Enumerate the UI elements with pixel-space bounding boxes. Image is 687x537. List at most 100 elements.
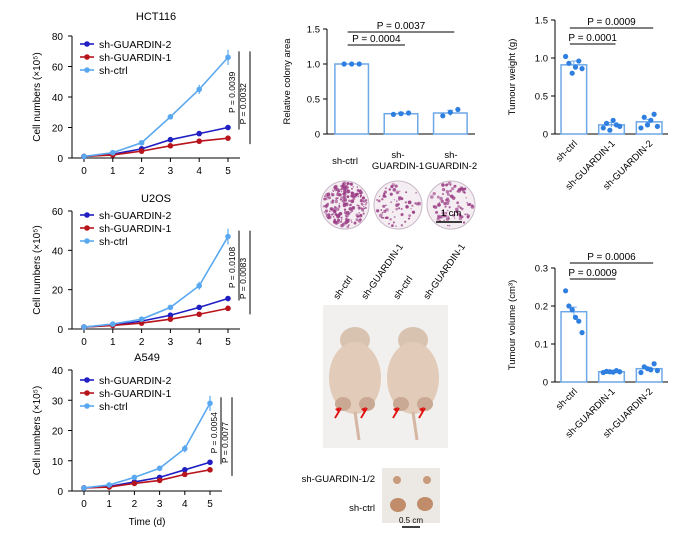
- chart-title: U2OS: [141, 193, 171, 205]
- colony-dot: [334, 199, 339, 204]
- colony-dot: [400, 197, 404, 201]
- colony-dot: [448, 206, 451, 209]
- colony-dot: [350, 199, 355, 204]
- colony-dot: [443, 219, 445, 222]
- line-chart-hct116: 0 20 40 60 80 0 1 2 3 4 5 HCT116 Cell numbers (×10⁵)…: [32, 11, 251, 177]
- colony-dot: [463, 187, 467, 191]
- colony-dot: [352, 185, 355, 188]
- colony-dot: [445, 183, 448, 187]
- colony-dot: [342, 203, 347, 208]
- colony-dot: [361, 196, 366, 200]
- x-tick-label: 4: [196, 166, 202, 177]
- colony-dot: [323, 211, 325, 213]
- colony-dot: [350, 194, 354, 198]
- colony-dot: [400, 224, 404, 227]
- colony-dot: [360, 207, 363, 210]
- data-point: [563, 288, 569, 294]
- y-tick-label: 0: [57, 154, 63, 165]
- colony-dot: [336, 207, 340, 211]
- data-point: [566, 60, 572, 66]
- colony-dot: [342, 184, 345, 187]
- y-tick-label: 20: [52, 124, 64, 135]
- x-tick-label: 2: [132, 499, 138, 510]
- colony-dot: [341, 196, 346, 200]
- colony-dot: [440, 199, 444, 203]
- colony-dot: [338, 211, 343, 216]
- tumour-photo-background: [382, 468, 440, 523]
- colony-dot: [438, 201, 441, 204]
- colony-dot: [363, 206, 365, 208]
- colony-dot: [459, 206, 462, 209]
- colony-dot: [326, 198, 328, 200]
- colony-dot: [443, 201, 447, 206]
- y-tick-label: 0: [543, 130, 548, 141]
- colony-dot: [415, 192, 417, 194]
- colony-dot: [342, 181, 347, 186]
- data-point: [106, 482, 112, 488]
- colony-dot: [405, 191, 408, 194]
- colony-dot: [399, 190, 401, 193]
- y-axis-label: Tumour volume (cm³): [507, 280, 518, 370]
- colony-dot: [378, 213, 383, 218]
- colony-dot: [336, 218, 341, 222]
- colony-dot: [380, 209, 383, 211]
- colony-dot: [392, 188, 397, 192]
- colony-dot: [385, 208, 389, 212]
- x-tick-label: 2: [139, 337, 145, 348]
- legend-marker: [84, 54, 90, 60]
- colony-dot: [340, 219, 343, 221]
- x-tick-label: 1: [106, 499, 112, 510]
- legend-marker: [84, 390, 90, 396]
- data-point: [225, 124, 231, 131]
- data-point: [569, 307, 575, 313]
- y-tick-label: 1.5: [307, 25, 320, 36]
- data-point: [225, 135, 231, 141]
- tumour-right: [359, 397, 375, 411]
- data-point: [341, 61, 347, 67]
- colony-dot: [457, 187, 462, 192]
- data-point: [167, 114, 174, 120]
- colony-dot: [381, 217, 383, 219]
- colony-dot: [339, 185, 342, 188]
- data-point: [572, 314, 579, 320]
- legend-label: sh-ctrl: [99, 401, 128, 413]
- y-tick-label: 0: [57, 325, 63, 336]
- chart-title: HCT116: [136, 11, 176, 23]
- colony-dot: [376, 198, 378, 201]
- y-tick-label: 0: [543, 378, 548, 389]
- data-point: [196, 138, 202, 145]
- bar: [383, 112, 419, 135]
- colony-dot: [439, 196, 443, 201]
- colony-dot: [359, 218, 362, 222]
- series-line: [83, 469, 211, 489]
- colony-dot: [441, 183, 445, 187]
- colony-dot: [354, 221, 356, 224]
- colony-dot: [358, 212, 361, 214]
- colony-dot: [393, 216, 396, 219]
- y-tick-label: 0.3: [535, 264, 548, 275]
- colony-dot: [338, 202, 341, 205]
- colony-dot: [408, 214, 412, 217]
- series-line: [83, 236, 229, 328]
- colony-dot: [338, 205, 341, 207]
- colony-dot: [364, 206, 367, 209]
- colony-dot: [447, 215, 449, 217]
- colony-dot: [323, 197, 327, 201]
- colony-dot: [356, 186, 359, 188]
- y-tick-label: 0.5: [307, 95, 320, 106]
- colony-dot: [436, 195, 440, 199]
- red-arrow: [392, 407, 400, 419]
- colony-dot: [410, 208, 412, 210]
- mouse-tail: [353, 411, 361, 441]
- colony-dot: [346, 184, 348, 186]
- data-point: [207, 400, 213, 407]
- colony-dot: [336, 192, 340, 197]
- data-point: [617, 123, 623, 129]
- bar-chart-3: 0 0.5 1.0 1.5 Relative colony area P = 0.0004…: [282, 21, 475, 141]
- colony-dot: [364, 199, 368, 202]
- y-tick-label: 60: [52, 63, 64, 74]
- legend-label: sh-GUARDIN-1: [99, 223, 172, 235]
- colony-dot: [350, 191, 354, 195]
- colony-dot: [390, 201, 393, 204]
- colony-dot: [336, 187, 340, 192]
